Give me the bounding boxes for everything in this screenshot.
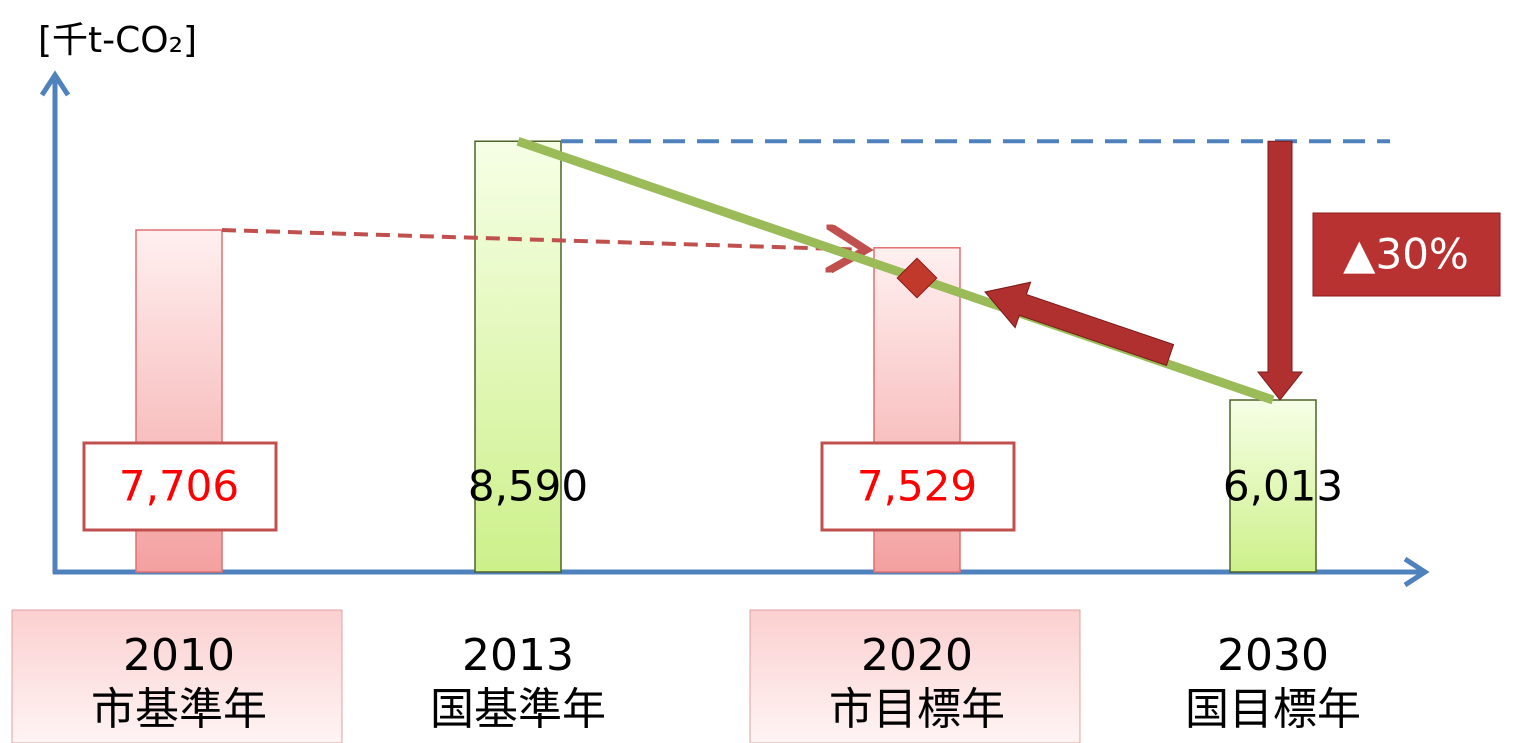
x-tick-label: 2010 (123, 630, 235, 681)
x-sublabel: 国目標年 (1185, 684, 1361, 735)
x-tick-label: 2020 (861, 630, 973, 681)
dashed-trend (221, 230, 866, 250)
bar (474, 140, 562, 573)
category-box (749, 609, 1081, 743)
value-label: 7,529 (857, 462, 977, 511)
bar (1229, 399, 1317, 573)
x-sublabel: 市目標年 (829, 684, 1005, 735)
y-axis-label: [千t-CO₂] (38, 20, 197, 61)
x-tick-label: 2030 (1217, 630, 1329, 681)
value-label-box (82, 441, 278, 532)
value-label: 7,706 (119, 462, 239, 511)
x-sublabel: 国基準年 (430, 684, 606, 735)
big-arrow (984, 281, 1175, 367)
x-tick-label: 2013 (462, 630, 574, 681)
value-label-box (820, 441, 1016, 532)
annotation-box (1312, 212, 1501, 297)
value-label: 8,590 (468, 462, 588, 511)
value-label: 6,013 (1223, 462, 1343, 511)
x-sublabel: 市基準年 (91, 684, 267, 735)
down-arrow (1256, 140, 1304, 401)
diamond-marker (896, 257, 938, 299)
y-arrow (39, 70, 71, 97)
annotation: ▲30% (1343, 230, 1469, 279)
category-box (11, 609, 343, 743)
x-arrow (1403, 556, 1430, 588)
